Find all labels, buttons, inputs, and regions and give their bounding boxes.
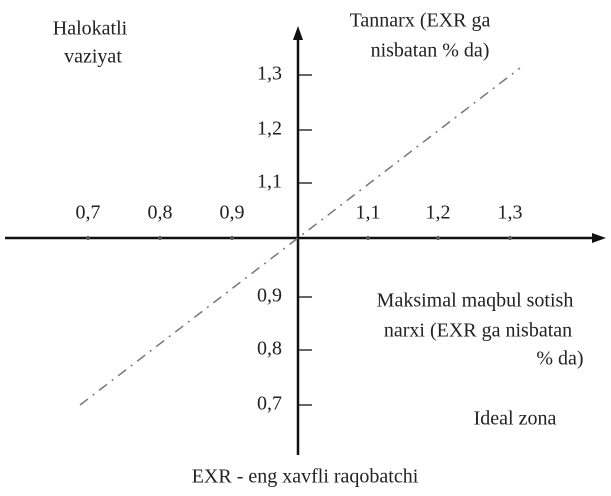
y-tick-label: 0,7	[257, 393, 282, 415]
x-tick	[158, 236, 162, 240]
x-tick	[86, 236, 90, 240]
x-tick	[230, 236, 234, 240]
x-arrow	[592, 233, 606, 243]
x-tick-label: 1,3	[498, 202, 523, 224]
y-tick-label: 1,1	[257, 171, 282, 193]
x-tick-label: 0,9	[220, 202, 245, 224]
x-tick-label: 1,1	[356, 202, 381, 224]
x-tick-label: 0,7	[76, 202, 101, 224]
y-arrow	[293, 26, 303, 40]
footer: EXR - eng xavfli raqobatchi	[192, 466, 419, 488]
zone-label: Halokatli	[53, 18, 128, 40]
x-tick	[436, 236, 440, 240]
zone-label: Ideal zona	[474, 408, 557, 430]
axis-label: Tannarx (EXR ga	[350, 10, 491, 32]
y-tick-label: 0,8	[257, 338, 282, 360]
axis-label: nisbatan % da)	[371, 40, 490, 62]
axis-label: Maksimal maqbul sotish	[377, 290, 574, 312]
x-tick-label: 0,8	[148, 202, 173, 224]
x-tick-label: 1,2	[426, 202, 451, 224]
y-tick-label: 1,2	[257, 118, 282, 140]
y-tick-label: 1,3	[257, 63, 282, 85]
x-tick	[508, 236, 512, 240]
y-tick-label: 0,9	[257, 285, 282, 307]
axis-label: narxi (EXR ga nisbatan	[384, 320, 572, 342]
diagonal	[79, 67, 521, 406]
x-tick	[366, 236, 370, 240]
zone-label: vaziyat	[64, 46, 122, 68]
axis-label: % da)	[536, 348, 583, 370]
